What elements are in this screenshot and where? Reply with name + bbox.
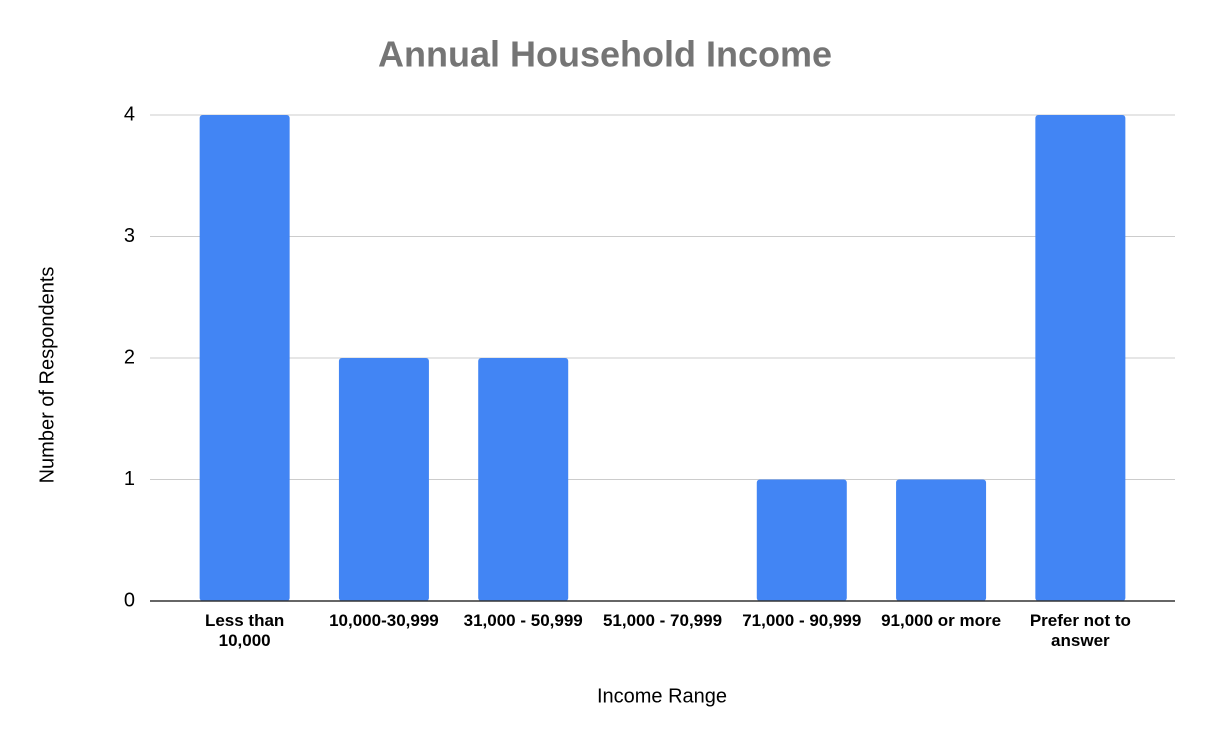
bar	[896, 479, 987, 601]
chart-title: Annual Household Income	[378, 34, 832, 75]
x-tick-label: 71,000 - 90,999	[742, 611, 862, 630]
y-tick-label: 3	[124, 225, 135, 247]
y-tick-label: 4	[124, 103, 135, 125]
bar	[478, 358, 569, 601]
x-tick-label: 31,000 - 50,999	[463, 611, 583, 630]
y-axis-label: Number of Respondents	[36, 267, 58, 484]
x-tick-label: Prefer not to answer	[1029, 611, 1131, 650]
x-tick-label: Less than 10,000	[204, 611, 285, 650]
x-tick-label: 91,000 or more	[881, 611, 1002, 630]
y-tick-label: 2	[124, 346, 135, 368]
y-tick-label: 0	[124, 589, 135, 611]
x-axis-label: Income Range	[597, 685, 727, 707]
bar	[756, 479, 847, 601]
bar	[199, 115, 290, 601]
x-tick-label: 10,000-30,999	[329, 611, 439, 630]
x-tick-label: 51,000 - 70,999	[602, 611, 723, 630]
bar	[338, 358, 429, 601]
y-tick-label: 1	[124, 468, 135, 490]
bar	[1035, 115, 1126, 601]
